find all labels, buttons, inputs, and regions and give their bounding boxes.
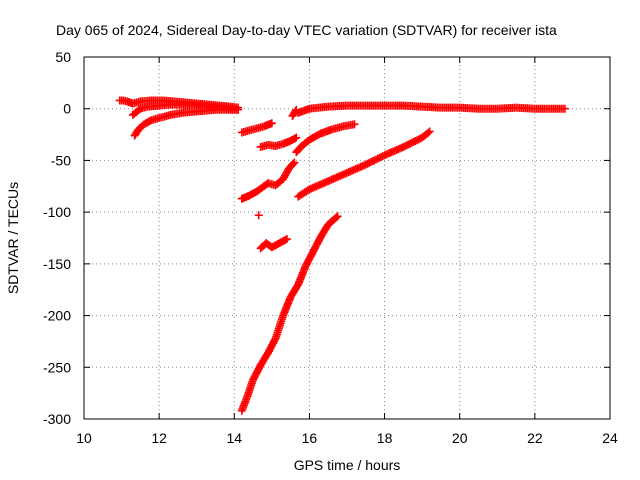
y-axis-ticks: -300 -250 -200 -150 -100 -50 0 50	[43, 49, 610, 427]
data-point	[254, 211, 263, 220]
data-point	[425, 127, 434, 136]
data-point	[270, 335, 279, 344]
data-point	[234, 105, 243, 114]
data-point	[560, 104, 569, 113]
x-tick-label: 14	[226, 430, 242, 446]
data-points	[115, 96, 569, 415]
y-tick-label: 50	[55, 49, 71, 65]
data-point	[332, 213, 341, 222]
data-point	[292, 133, 301, 142]
series-3	[130, 105, 243, 140]
series-11	[294, 127, 434, 201]
y-tick-label: -250	[43, 359, 71, 375]
series-4	[237, 119, 276, 137]
y-tick-label: -200	[43, 308, 71, 324]
series-10	[254, 211, 263, 220]
x-axis-ticks: 10 12 14 16 18 20 22 24	[76, 57, 618, 446]
plot-frame	[83, 56, 611, 420]
data-point	[333, 212, 342, 221]
data-point	[350, 120, 359, 129]
x-axis-label: GPS time / hours	[294, 457, 401, 473]
data-point	[282, 235, 291, 244]
data-point	[290, 158, 299, 167]
y-tick-label: -50	[51, 152, 71, 168]
x-tick-label: 12	[151, 430, 167, 446]
data-point	[281, 235, 290, 244]
y-tick-label: -300	[43, 411, 71, 427]
grid	[84, 57, 610, 419]
y-axis-label: SDTVAR / TECUs	[5, 182, 21, 294]
series-12	[256, 235, 291, 253]
y-tick-label: 0	[63, 101, 71, 117]
series-5	[256, 133, 301, 151]
y-tick-label: -150	[43, 256, 71, 272]
data-point	[267, 119, 276, 128]
x-tick-label: 16	[302, 430, 318, 446]
data-point	[424, 128, 433, 137]
x-tick-label: 22	[527, 430, 543, 446]
series-13	[237, 212, 342, 415]
x-tick-label: 24	[602, 430, 618, 446]
x-tick-label: 18	[377, 430, 393, 446]
y-tick-label: -100	[43, 204, 71, 220]
series-7	[294, 101, 569, 117]
series-8	[292, 120, 359, 157]
x-tick-label: 20	[452, 430, 468, 446]
chart-title: Day 065 of 2024, Sidereal Day-to-day VTE…	[56, 22, 557, 38]
x-tick-label: 10	[76, 430, 92, 446]
series-9	[237, 158, 299, 203]
data-point	[289, 159, 298, 168]
